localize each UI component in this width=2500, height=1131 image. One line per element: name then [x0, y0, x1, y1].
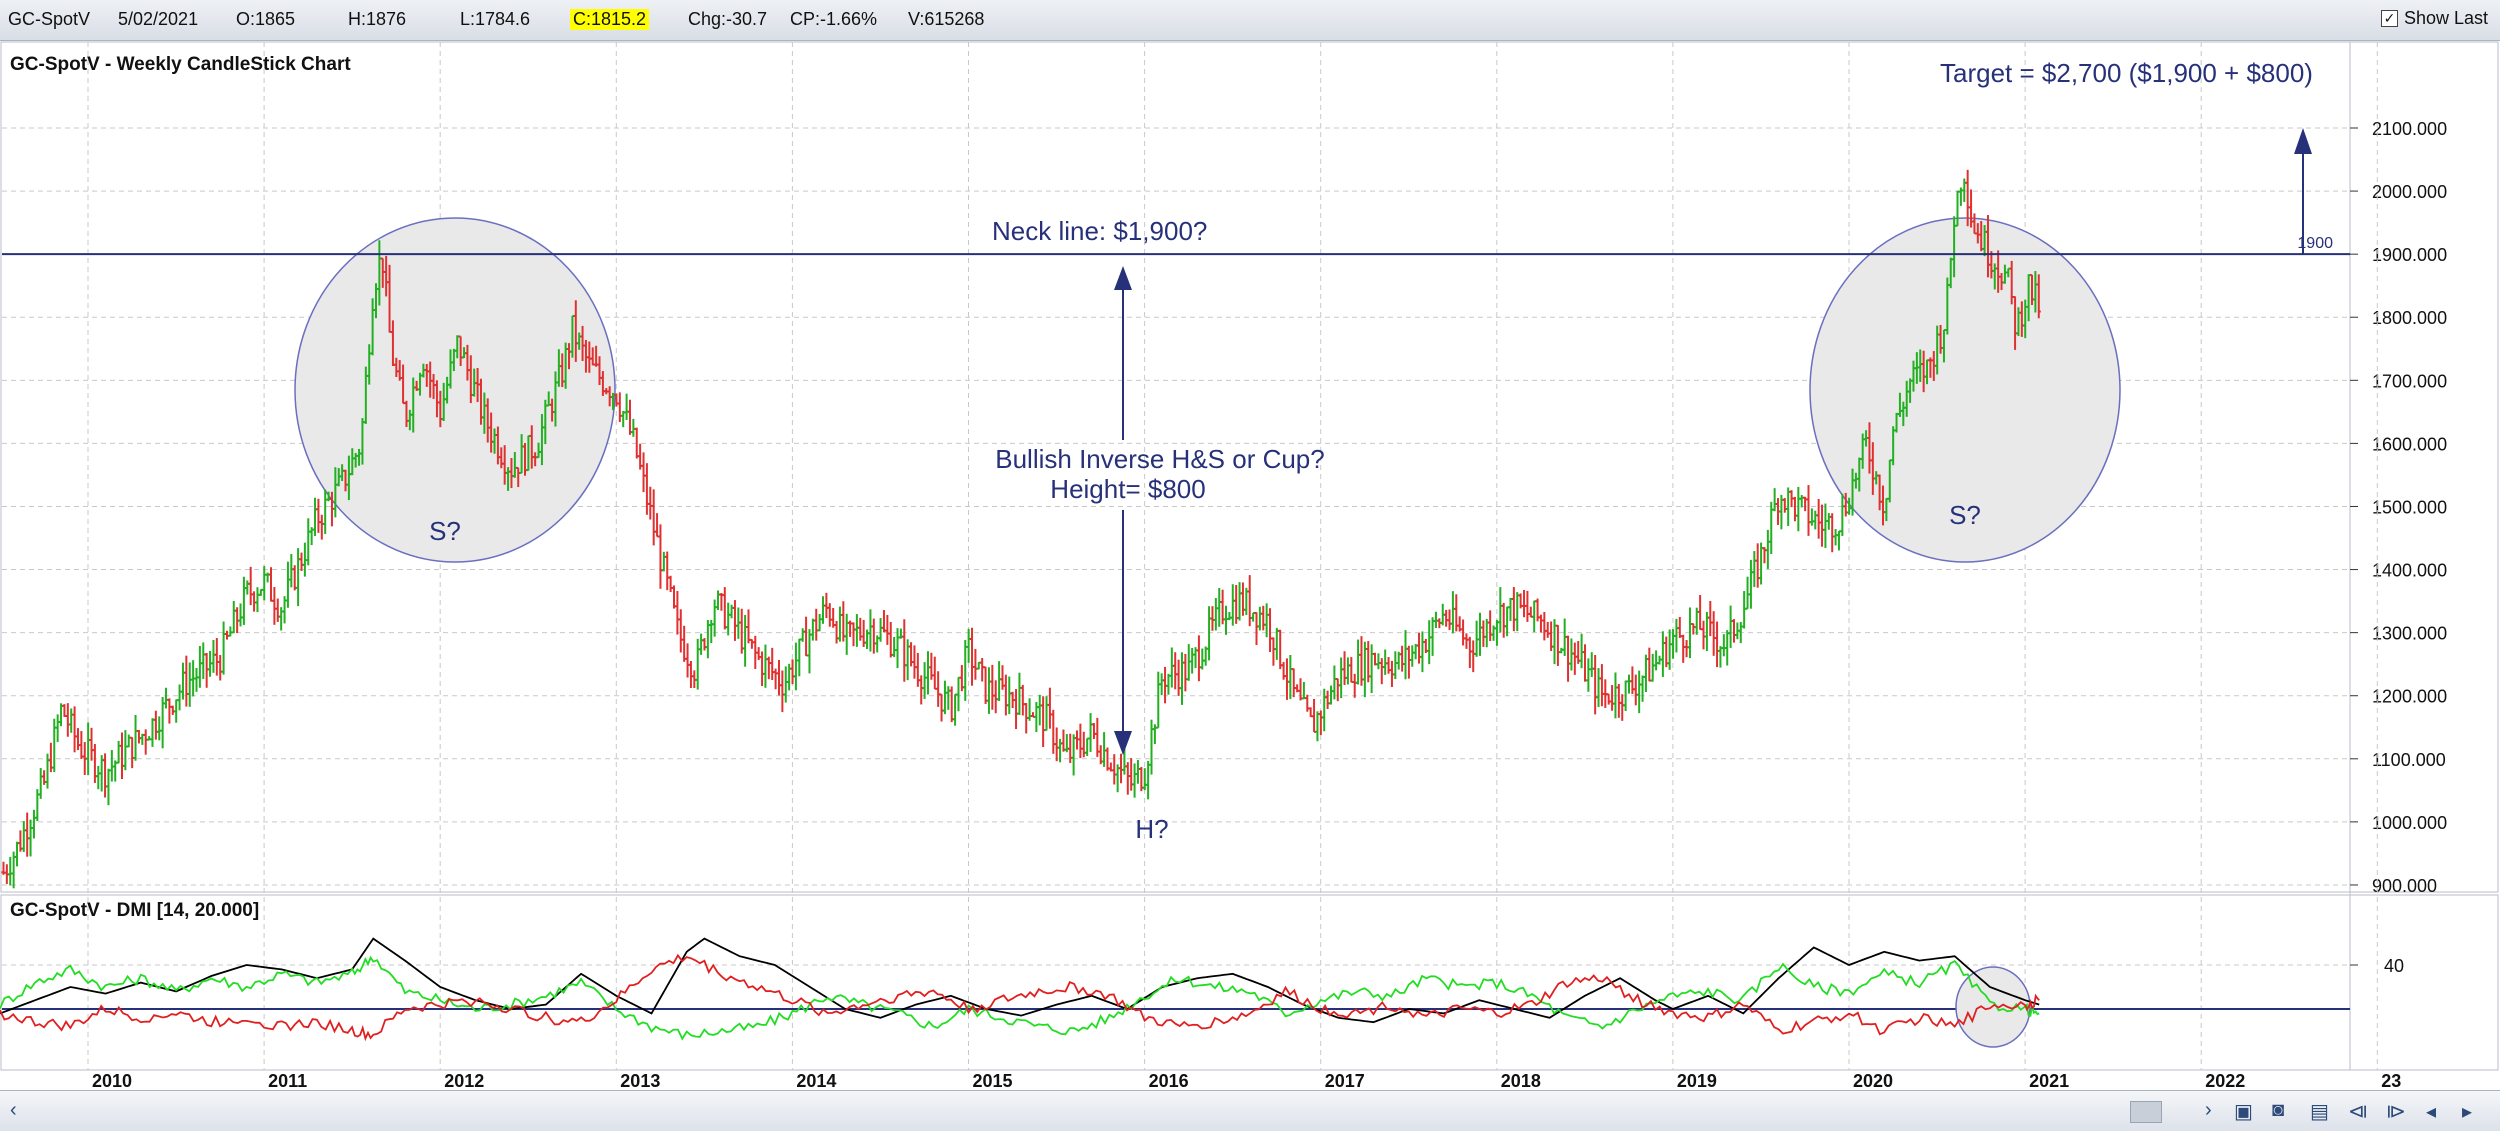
target-arrow-icon [2294, 128, 2312, 154]
y-tick-label: 1200.000 [2372, 687, 2447, 707]
dmi-pane [0, 894, 2499, 1071]
next-icon[interactable]: ▸ [2462, 1101, 2473, 1123]
chart-title: GC-SpotV - Weekly CandleStick Chart [10, 54, 351, 75]
change-label: Chg:-30.7 [688, 9, 768, 29]
dmi-title: GC-SpotV - DMI [14, 20.000] [10, 900, 259, 921]
neckline-value-label: 1900 [2297, 235, 2333, 252]
head-label: H? [1135, 814, 1168, 844]
left-shoulder-circle [294, 217, 616, 563]
x-tick-label: 2021 [2029, 1071, 2069, 1090]
volume-label: V:615268 [908, 9, 985, 29]
y-tick-label: 2100.000 [2372, 119, 2447, 139]
scroll-thumb[interactable] [2130, 1101, 2162, 1123]
print-icon[interactable]: ▣ [2234, 1101, 2253, 1123]
x-tick-label: 2019 [1677, 1071, 1717, 1090]
x-tick-label: 2020 [1853, 1071, 1893, 1090]
x-tick-label: 2022 [2205, 1071, 2245, 1090]
y-tick-label: 1300.000 [2372, 624, 2447, 644]
zoom-out-icon[interactable]: ⧐ [2386, 1101, 2406, 1123]
x-tick-label: 2011 [268, 1071, 307, 1090]
y-tick-label: 900.000 [2372, 876, 2437, 896]
neckline-annotation: Neck line: $1,900? [992, 216, 1207, 246]
camera-icon[interactable]: ◙ [2272, 1099, 2285, 1121]
x-tick-label: 2018 [1501, 1071, 1541, 1090]
right-shoulder-label: S? [1949, 500, 1981, 530]
show-last-checkbox[interactable]: ✓ Show Last [2380, 8, 2488, 29]
y-tick-label: 1400.000 [2372, 561, 2447, 581]
scroll-left-icon[interactable]: ‹ [10, 1099, 17, 1121]
close-label: C:1815.2 [570, 9, 650, 30]
x-tick-label: 2013 [620, 1071, 660, 1090]
dmi-tick-label: 40 [2384, 956, 2404, 976]
scrollbar[interactable]: ‹ › ▣ ◙ ▤ ⧏ ⧐ ◂ ▸ [0, 1090, 2500, 1131]
zoom-in-icon[interactable]: ⧏ [2348, 1101, 2368, 1123]
y-tick-label: 1500.000 [2372, 497, 2447, 517]
y-tick-label: 1700.000 [2372, 371, 2447, 391]
x-tick-label: 2016 [1149, 1071, 1189, 1090]
y-tick-label: 1100.000 [2372, 750, 2446, 770]
y-tick-label: 1600.000 [2372, 434, 2447, 454]
scroll-right-icon[interactable]: › [2205, 1099, 2212, 1121]
target-annotation: Target = $2,700 ($1,900 + $800) [1940, 58, 2313, 88]
x-tick-label: 23 [2381, 1071, 2401, 1090]
save-icon[interactable]: ▤ [2310, 1101, 2329, 1123]
high-label: H:1876 [348, 9, 407, 29]
open-label: O:1865 [236, 9, 296, 29]
symbol-label: GC-SpotV [8, 9, 91, 29]
arrow-up-icon [1114, 266, 1132, 290]
right-shoulder-circle [1809, 217, 2121, 563]
x-tick-label: 2012 [444, 1071, 484, 1090]
dmi-series-line [0, 953, 2040, 1042]
arrow-down-icon [1114, 731, 1132, 755]
low-label: L:1784.6 [460, 9, 531, 29]
y-tick-label: 1900.000 [2372, 245, 2447, 265]
toolbar: GC-SpotV 5/02/2021 O:1865 H:1876 L:1784.… [0, 0, 2500, 41]
date-label: 5/02/2021 [118, 9, 199, 29]
x-tick-label: 2010 [92, 1071, 132, 1090]
x-tick-label: 2014 [796, 1071, 836, 1090]
change-pct-label: CP:-1.66% [790, 9, 878, 29]
show-last-label: Show Last [2403, 8, 2488, 28]
x-tick-label: 2015 [973, 1071, 1013, 1090]
y-tick-label: 2000.000 [2372, 182, 2447, 202]
pattern-annotation: Bullish Inverse H&S or Cup? [995, 444, 1324, 474]
prev-icon[interactable]: ◂ [2426, 1101, 2437, 1123]
y-tick-label: 1000.000 [2372, 813, 2447, 833]
dmi-series-line [0, 955, 2040, 1041]
chart-area: 2100.000 2000.000 1900.000 1800.000 1700.000… [0, 41, 2499, 1090]
height-annotation: Height= $800 [1050, 474, 1205, 504]
y-tick-label: 1800.000 [2372, 308, 2447, 328]
x-tick-label: 2017 [1325, 1071, 1365, 1090]
checkbox-icon[interactable]: ✓ [2380, 10, 2398, 27]
left-shoulder-label: S? [429, 516, 461, 546]
